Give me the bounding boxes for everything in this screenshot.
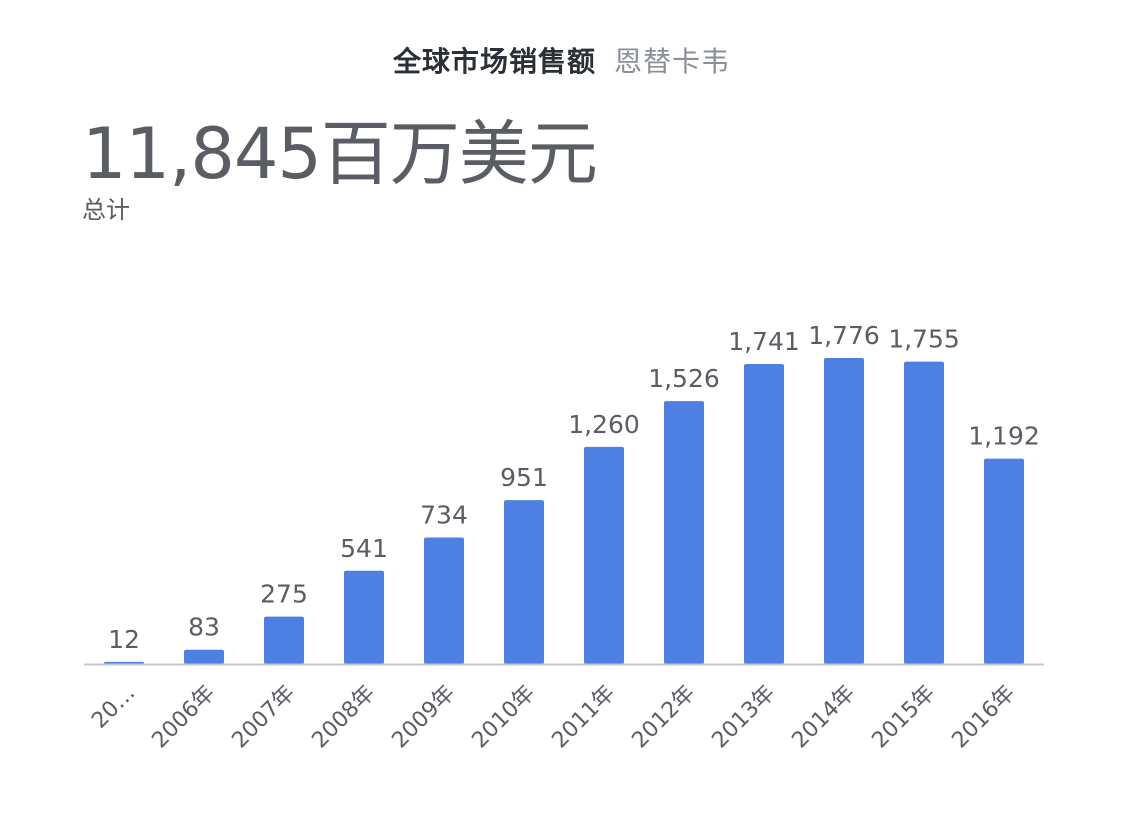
x-tick-label-8: 2013年 bbox=[707, 681, 780, 754]
bar-9 bbox=[824, 358, 864, 664]
data-label-8: 1,741 bbox=[728, 327, 800, 356]
data-label-5: 951 bbox=[500, 463, 548, 492]
bar-1 bbox=[184, 649, 224, 664]
data-label-9: 1,776 bbox=[808, 321, 880, 350]
bar-4 bbox=[424, 537, 464, 664]
data-label-0: 12 bbox=[108, 625, 140, 654]
x-tick-label-5: 2010年 bbox=[467, 681, 540, 754]
data-label-11: 1,192 bbox=[968, 422, 1040, 451]
bar-7 bbox=[664, 401, 704, 664]
bar-2 bbox=[264, 616, 304, 664]
chart-header: 全球市场销售额 恩替卡韦 bbox=[0, 40, 1123, 80]
x-tick-label-6: 2011年 bbox=[547, 681, 620, 754]
bar-11 bbox=[984, 458, 1024, 664]
x-tick-label-0: 20… bbox=[87, 681, 140, 734]
bar-3 bbox=[344, 570, 384, 664]
total-value: 11,845百万美元 bbox=[82, 113, 598, 195]
data-label-7: 1,526 bbox=[648, 364, 720, 393]
x-tick-label-7: 2012年 bbox=[627, 681, 700, 754]
bar-8 bbox=[744, 364, 784, 664]
data-label-2: 275 bbox=[260, 580, 308, 609]
x-tick-label-3: 2008年 bbox=[307, 681, 380, 754]
x-tick-label-2: 2007年 bbox=[227, 681, 300, 754]
x-tick-label-1: 2006年 bbox=[147, 681, 220, 754]
x-tick-label-9: 2014年 bbox=[787, 681, 860, 754]
data-label-1: 83 bbox=[188, 613, 220, 642]
x-tick-label-11: 2016年 bbox=[947, 681, 1020, 754]
data-label-3: 541 bbox=[340, 534, 388, 563]
data-label-4: 734 bbox=[420, 501, 468, 530]
total-label: 总计 bbox=[82, 196, 130, 224]
chart-subtitle: 恩替卡韦 bbox=[614, 45, 731, 78]
data-label-6: 1,260 bbox=[568, 410, 640, 439]
chart-title: 全球市场销售额 bbox=[392, 45, 596, 78]
data-label-10: 1,755 bbox=[888, 325, 960, 354]
x-tick-label-10: 2015年 bbox=[867, 681, 940, 754]
x-tick-label-4: 2009年 bbox=[387, 681, 460, 754]
bar-0 bbox=[104, 661, 144, 664]
bar-6 bbox=[584, 446, 624, 664]
bar-10 bbox=[904, 361, 944, 664]
bar-5 bbox=[504, 500, 544, 664]
